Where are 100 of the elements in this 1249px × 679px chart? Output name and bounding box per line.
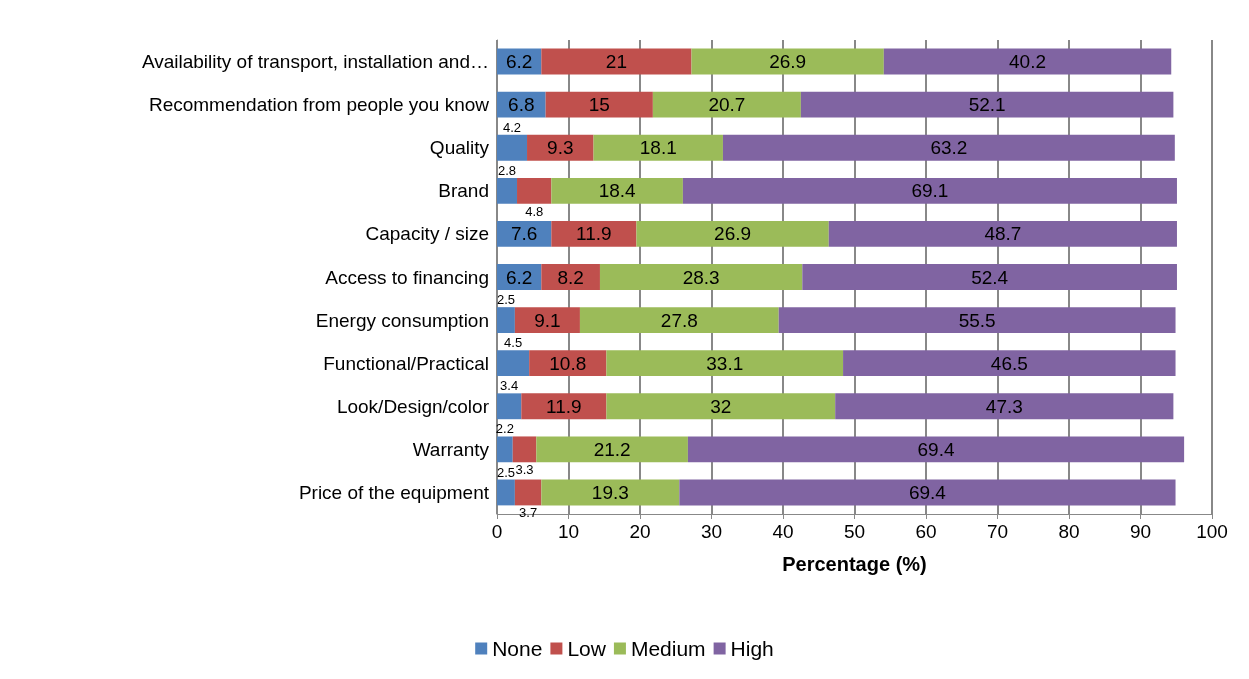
bar	[497, 479, 515, 506]
bar	[497, 134, 528, 161]
data-label: 3.3	[515, 462, 534, 478]
data-label: 10.8	[549, 352, 587, 374]
bar	[541, 479, 680, 506]
y-tick-label: Access to financing	[325, 266, 489, 288]
bar	[802, 264, 1177, 290]
data-label: 4.8	[525, 203, 544, 219]
bar	[551, 177, 683, 204]
data-label: 19.3	[591, 481, 629, 503]
bar	[545, 91, 653, 118]
data-label: 7.6	[510, 223, 538, 245]
data-label: 20.7	[708, 94, 746, 116]
bar	[497, 350, 530, 377]
data-label: 6.8	[508, 94, 535, 116]
data-label: 4.2	[502, 119, 522, 135]
data-label: 26.9	[714, 223, 752, 245]
x-tick-label: 40	[772, 521, 794, 542]
x-tick-label: 10	[557, 521, 580, 542]
x-tick-label: 0	[491, 521, 503, 542]
bar	[497, 393, 522, 420]
data-label: 6.2	[505, 51, 533, 73]
bar	[497, 436, 513, 463]
bar	[636, 220, 829, 247]
bar	[778, 307, 1176, 334]
bar	[883, 48, 1172, 75]
legend-label: High	[730, 637, 774, 660]
bar	[691, 48, 884, 75]
bar	[679, 479, 1176, 506]
data-label: 3.7	[519, 505, 538, 521]
data-label: 52.1	[968, 94, 1006, 116]
bar	[579, 307, 779, 334]
data-label: 21.2	[593, 438, 631, 460]
bar	[521, 393, 607, 420]
data-label: 2.8	[497, 162, 517, 178]
bar	[541, 264, 600, 290]
data-label: 15	[588, 94, 610, 116]
legend-label: None	[492, 637, 543, 660]
bar	[593, 134, 723, 161]
bar	[800, 91, 1174, 118]
y-tick-label: Capacity / size	[365, 223, 489, 245]
data-label: 69.4	[917, 438, 955, 460]
data-label: 8.2	[557, 266, 584, 288]
bar	[682, 177, 1177, 204]
data-label: 2.2	[495, 421, 514, 437]
data-label: 33.1	[706, 352, 744, 374]
bar	[843, 350, 1176, 377]
legend-label: Medium	[630, 637, 706, 660]
bar	[527, 134, 594, 161]
data-label: 6.2	[505, 266, 533, 288]
data-label: 27.8	[660, 309, 698, 331]
data-label: 69.4	[908, 481, 947, 503]
data-label: 2.5	[496, 292, 515, 308]
data-label: 9.3	[547, 137, 574, 159]
data-label: 26.9	[769, 51, 807, 73]
x-tick-label: 70	[986, 521, 1009, 542]
bar	[497, 220, 552, 247]
y-tick-label: Recommendation from people you know	[148, 94, 490, 116]
y-tick-label: Availability of transport, installation and…	[141, 51, 489, 73]
y-tick-label: Energy consumption	[315, 309, 489, 331]
bar	[687, 436, 1185, 463]
legend-label: Low	[567, 637, 607, 660]
bar	[497, 177, 518, 204]
data-label: 21	[605, 51, 627, 73]
bar	[828, 220, 1177, 247]
data-label: 63.2	[930, 137, 968, 159]
data-label: 18.4	[598, 180, 637, 202]
data-label: 3.4	[500, 378, 519, 394]
bar	[606, 393, 836, 420]
x-tick-label: 50	[843, 521, 866, 542]
x-axis-title: Percentage (%)	[782, 553, 927, 575]
bar	[606, 350, 844, 377]
x-tick-label: 20	[629, 521, 651, 542]
bar	[514, 479, 542, 506]
data-label: 55.5	[958, 309, 996, 331]
x-tick-label: 100	[1196, 521, 1228, 542]
x-tick-label: 30	[700, 521, 723, 542]
bar	[551, 220, 637, 247]
bar	[722, 134, 1175, 161]
y-tick-label: Price of the equipment	[298, 481, 490, 503]
data-label: 40.2	[1009, 51, 1047, 73]
bar	[835, 393, 1174, 420]
data-label: 11.9	[576, 223, 612, 245]
data-label: 52.4	[971, 266, 1009, 288]
y-tick-label: Functional/Practical	[323, 352, 489, 374]
bar	[517, 177, 552, 204]
x-tick-label: 60	[915, 521, 937, 542]
bar	[536, 436, 688, 463]
x-tick-label: 90	[1129, 521, 1152, 542]
y-tick-label: Warranty	[412, 438, 490, 460]
y-tick-label: Quality	[429, 137, 490, 159]
data-label: 46.5	[990, 352, 1028, 374]
data-label: 4.5	[504, 335, 523, 351]
data-label: 32	[710, 395, 732, 417]
data-label: 69.1	[911, 180, 949, 202]
data-label: 2.5	[496, 464, 515, 480]
data-label: 48.7	[984, 223, 1022, 245]
data-label: 28.3	[682, 266, 720, 288]
data-label: 18.1	[639, 137, 677, 159]
bar	[652, 91, 801, 118]
